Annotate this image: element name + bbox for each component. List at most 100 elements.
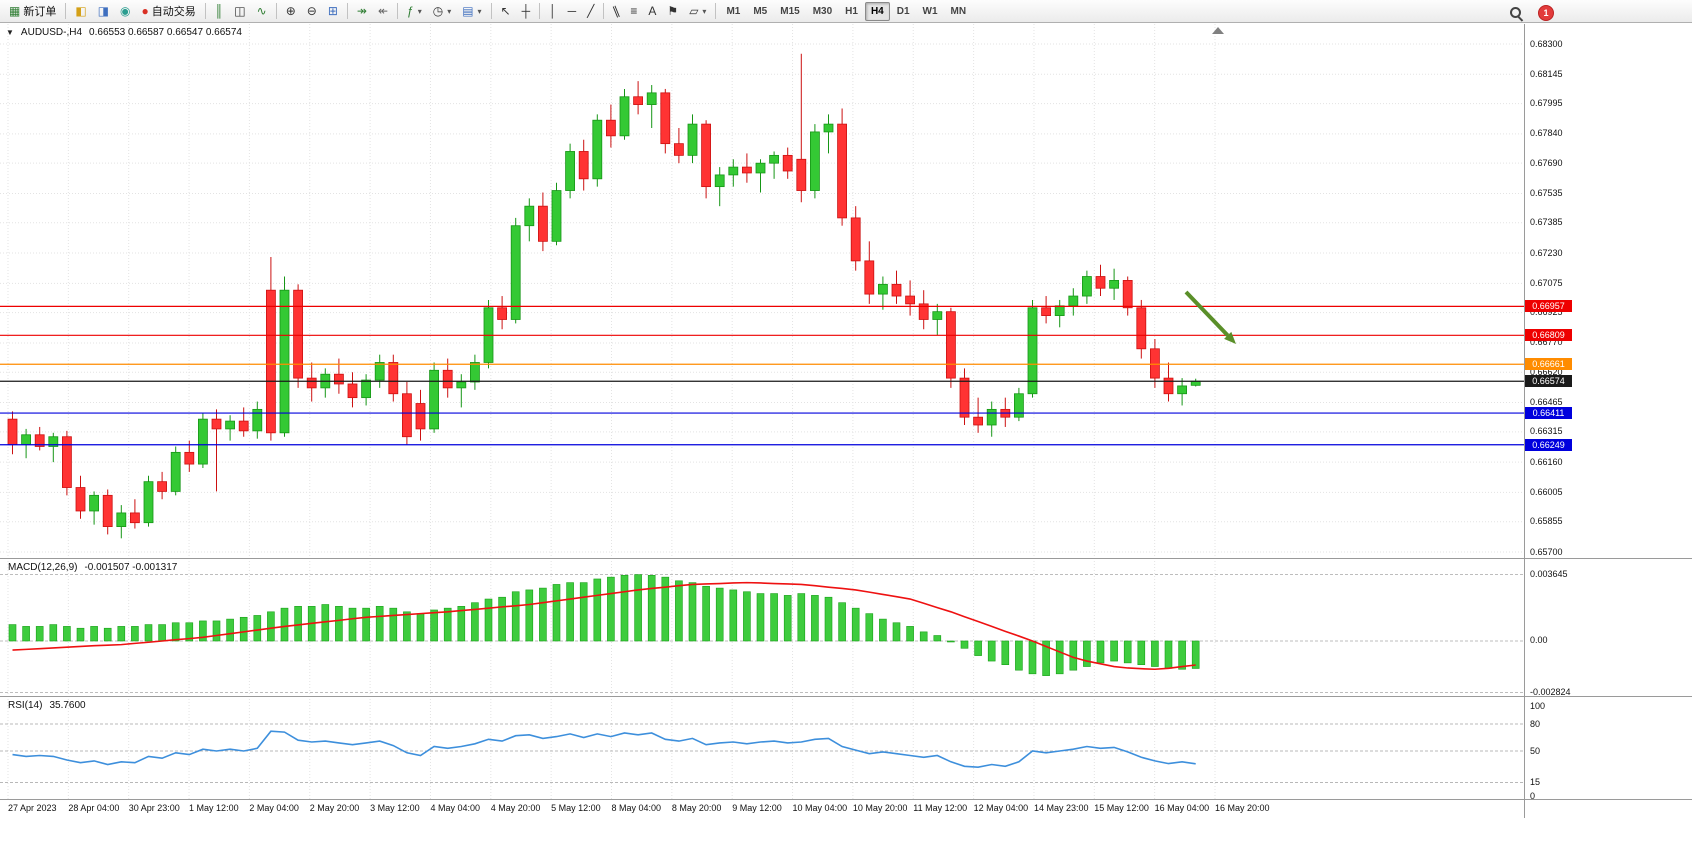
new-order-icon: ▦ [9,4,21,18]
one-click-trading-toggle[interactable]: ▼ [6,28,14,37]
chart-shift-button[interactable]: ↞ [373,1,393,21]
current-price-badge: 0.66574 [1525,375,1572,388]
timeframe-m15-button[interactable]: M15 [780,5,800,17]
line-chart-icon: ∿ [256,4,267,18]
time-label: 1 May 12:00 [189,803,239,813]
candlestick-chart-button[interactable]: ◫ [229,1,250,21]
zoom-out-button[interactable]: ⊖ [302,1,322,21]
auto-scroll-button[interactable]: ↠ [352,1,372,21]
timeframe-mn-button[interactable]: MN [950,5,967,17]
price-line-badge: 0.66661 [1525,358,1572,371]
chevron-down-icon: ▾ [702,6,707,16]
chart-shift-icon: ↞ [377,4,388,18]
timeframe-m5-button[interactable]: M5 [753,5,768,17]
macd-indicator-label: MACD(12,26,9) -0.001507 -0.001317 [8,562,177,573]
macd-layer [8,574,1200,676]
auto-scroll-icon: ↠ [356,4,367,18]
time-label: 11 May 12:00 [913,803,968,813]
toolbar-separator [490,3,492,19]
annotations-layer [1184,290,1236,344]
time-label: 3 May 12:00 [370,803,420,813]
time-label: 5 May 12:00 [551,803,601,813]
price-tick-label: 0.66465 [1530,397,1563,408]
rsi-value: 35.7600 [49,700,86,711]
horizontal-line-icon: ─ [567,4,577,18]
trend-arrow-annotation[interactable] [1184,290,1230,337]
toolbar-separator [204,3,206,19]
data-window-icon: ◨ [97,4,110,18]
text-label-button[interactable]: ⚑ [662,1,683,21]
time-label: 9 May 12:00 [732,803,782,813]
navigator-button[interactable]: ◉ [115,1,135,21]
search-button[interactable] [1504,3,1528,23]
autotrading-button[interactable]: ● 自动交易 [137,1,201,21]
tile-windows-icon: ⊞ [327,4,338,18]
time-label: 4 May 20:00 [490,803,541,813]
price-tick-label: 0.68300 [1530,38,1563,49]
candlestick-icon: ◫ [234,4,246,18]
price-tick-label: 0.67075 [1530,277,1563,288]
chevron-down-icon: ▾ [477,6,482,16]
horizontal-line-button[interactable]: ─ [563,1,582,21]
cursor-button[interactable]: ↖ [496,1,516,21]
shapes-button[interactable]: ▱ ▾ [684,1,711,21]
chart-shift-marker[interactable] [1212,27,1224,34]
bar-chart-icon: ║ [214,4,224,18]
data-window-button[interactable]: ◨ [93,1,114,21]
time-axis[interactable]: 27 Apr 2023 28 Apr 04:00 30 Apr 23:00 1 May… [0,800,1524,818]
new-order-button-label: 新订单 [23,6,57,18]
rsi-scale-label: 80 [1530,718,1541,729]
periods-button[interactable]: ◷ ▾ [428,1,457,21]
time-label: 15 May 12:00 [1094,803,1149,813]
chart-symbol-label: AUDUSD-,H4 [20,27,83,38]
timeframe-h1-button[interactable]: H1 [845,5,858,17]
timeframe-m1-button[interactable]: M1 [726,5,741,17]
time-label: 4 May 04:00 [430,803,480,813]
vertical-line-icon: │ [549,4,557,18]
toolbar-separator [275,3,277,19]
macd-signal-line [12,581,1196,671]
price-tick-label: 0.67690 [1530,157,1563,168]
hlines-layer [0,305,1524,446]
trendline-button[interactable]: ╱ [582,1,599,21]
cursor-icon: ↖ [500,4,511,18]
price-line-badge: 0.66957 [1525,300,1572,313]
zoom-in-button[interactable]: ⊕ [281,1,301,21]
price-scale[interactable]: 0.68300 0.68145 0.67995 0.67840 0.67690 0.675… [1524,0,1692,856]
shapes-icon: ▱ [689,4,699,18]
time-label: 30 Apr 23:00 [128,803,180,813]
templates-icon: ▤ [462,4,474,18]
notification-badge[interactable]: 1 [1538,5,1554,21]
tile-windows-button[interactable]: ⊞ [323,1,343,21]
timeframe-w1-button[interactable]: W1 [922,5,938,17]
price-tick-label: 0.66770 [1530,337,1563,348]
search-icon [1509,6,1523,20]
equidistant-channel-button[interactable]: ∥ [608,1,624,21]
templates-button[interactable]: ▤ ▾ [457,1,486,21]
bar-chart-button[interactable]: ║ [210,1,229,21]
chart-ohlc-label: 0.66553 0.66587 0.66547 0.66574 [89,27,242,38]
macd-scale-label: 0.00 [1530,635,1548,646]
trendline-icon: ╱ [587,4,595,18]
time-label: 2 May 04:00 [249,803,299,813]
market-watch-button[interactable]: ◧ [70,1,91,21]
fibonacci-button[interactable]: ≡ [625,1,642,21]
toolbar-separator [603,3,605,19]
price-tick-label: 0.67995 [1530,98,1563,109]
timeframe-h4-button[interactable]: H4 [864,1,890,21]
toolbar-right: 1 [1504,3,1554,23]
indicators-button[interactable]: ƒ ▾ [402,1,427,21]
new-order-button[interactable]: ▦ 新订单 [4,1,61,21]
timeframe-m30-button[interactable]: M30 [812,5,833,17]
crosshair-button[interactable]: ┼ [517,1,536,21]
price-line-badge: 0.66809 [1525,329,1572,342]
crosshair-icon: ┼ [521,4,531,18]
line-chart-button[interactable]: ∿ [252,1,272,21]
timeframe-d1-button[interactable]: D1 [896,5,910,17]
price-tick-label: 0.66315 [1530,426,1563,437]
vertical-line-button[interactable]: │ [544,1,562,21]
candles-layer [7,53,1201,539]
text-button[interactable]: A [643,1,661,21]
